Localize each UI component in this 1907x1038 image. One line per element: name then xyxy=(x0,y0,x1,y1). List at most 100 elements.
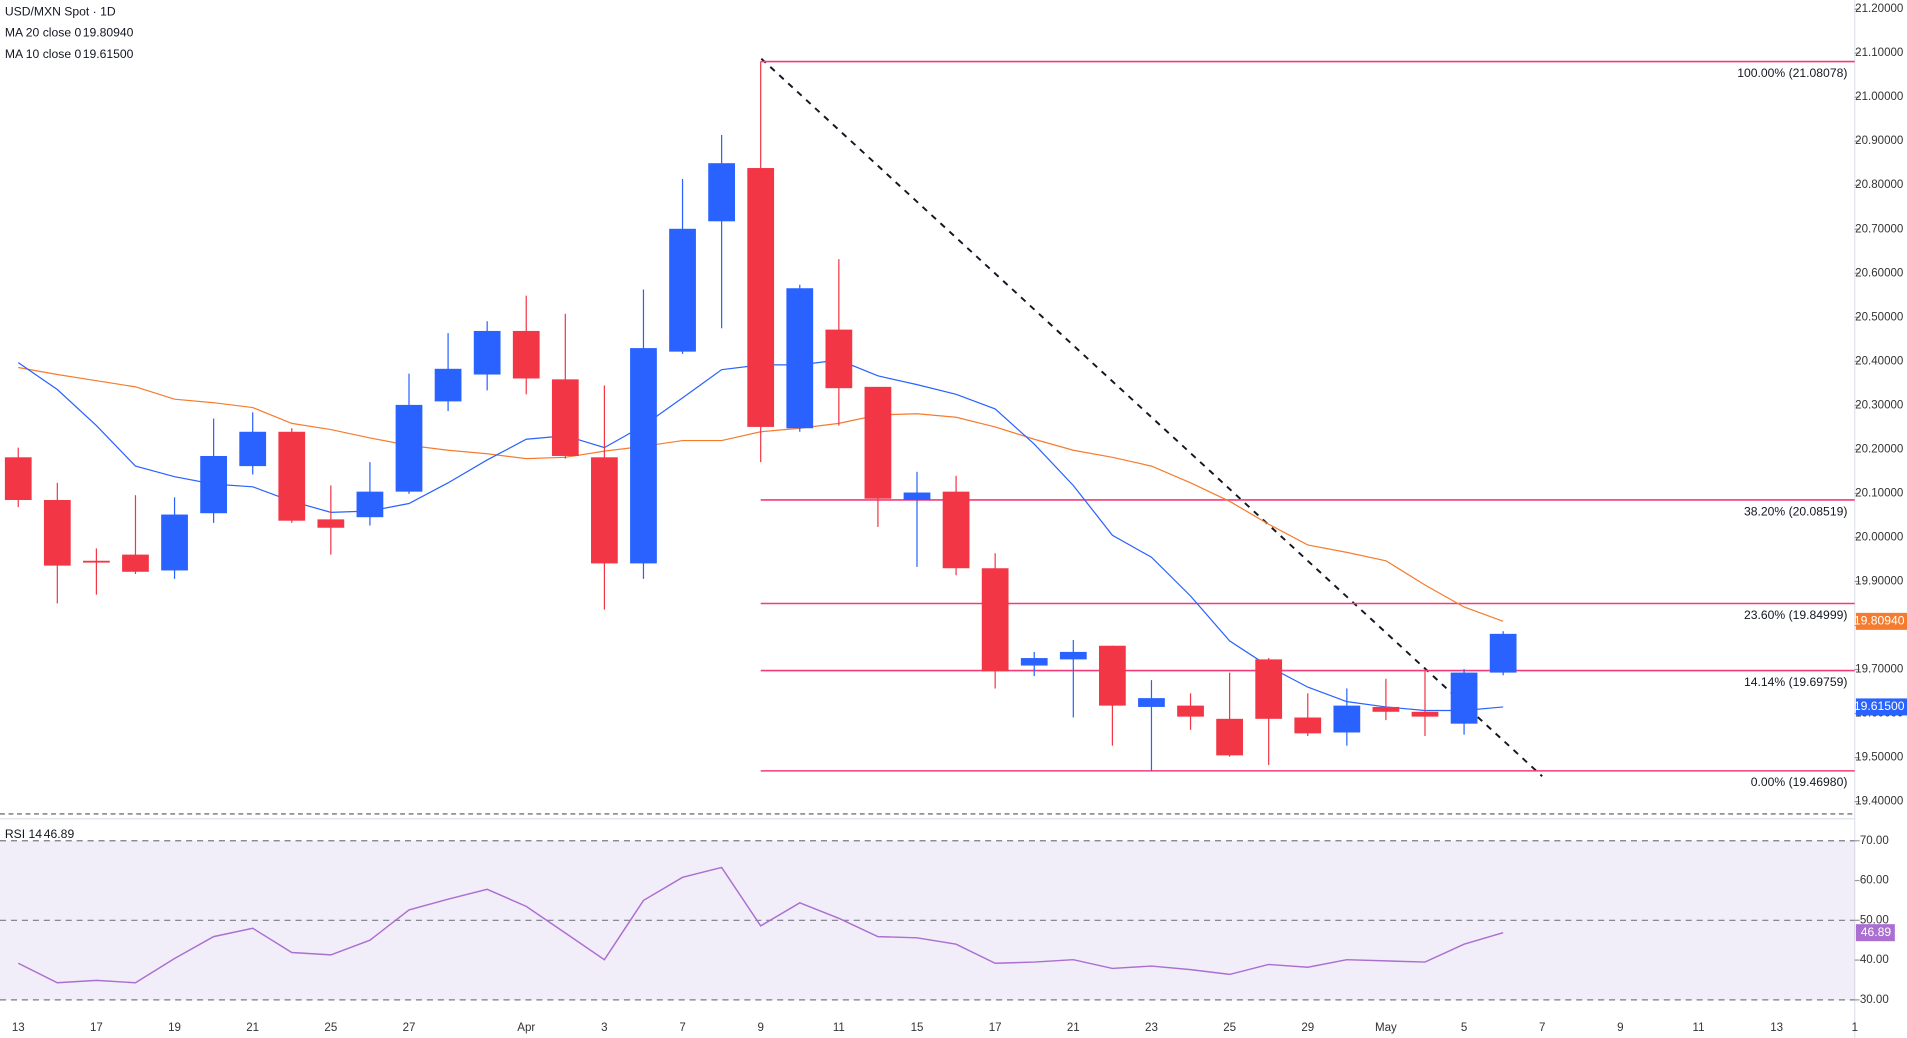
x-tick-label: 13 xyxy=(12,1022,25,1034)
candle-body xyxy=(1450,672,1478,724)
candle-body xyxy=(161,514,188,571)
candle-body xyxy=(1216,718,1243,756)
candle-body xyxy=(1333,705,1361,733)
x-tick-label: 9 xyxy=(1617,1022,1623,1034)
candle-body xyxy=(4,457,32,501)
y-tick-label: 50.00 xyxy=(1860,914,1889,926)
price-badge xyxy=(1855,612,1907,630)
y-tick-label: 60.00 xyxy=(1860,875,1889,887)
y-tick-label: 20.40000 xyxy=(1855,355,1903,367)
legend-name: MA 10 close 0 xyxy=(5,47,82,61)
x-tick-label: 19 xyxy=(168,1022,181,1034)
x-tick-label: 13 xyxy=(1770,1022,1783,1034)
candle-body xyxy=(1411,711,1439,717)
candle-body xyxy=(1489,633,1517,673)
price-badge-label: 19.80940 xyxy=(1854,614,1905,628)
x-tick-label: 21 xyxy=(246,1022,259,1034)
x-tick-label: 17 xyxy=(989,1022,1002,1034)
chart-title: USD/MXN Spot · 1D xyxy=(5,5,116,19)
candle-body xyxy=(83,560,110,563)
rsi-badge xyxy=(1855,924,1895,942)
legend-name: MA 20 close 0 xyxy=(5,25,82,39)
rsi-value: 46.89 xyxy=(44,827,75,841)
candle-body xyxy=(591,457,618,564)
y-tick-label: 20.70000 xyxy=(1855,223,1903,235)
y-tick-label: 19.50000 xyxy=(1855,752,1903,764)
candle-body xyxy=(630,348,657,564)
x-tick-label: 15 xyxy=(911,1022,924,1034)
candle-body xyxy=(1138,698,1165,707)
candle-body xyxy=(1372,706,1400,712)
candle-body xyxy=(395,404,423,492)
y-tick-label: 20.90000 xyxy=(1855,135,1903,147)
candle-body xyxy=(786,288,814,429)
candle-body xyxy=(551,379,579,456)
x-tick-label: 11 xyxy=(1693,1022,1705,1034)
candle-body xyxy=(473,330,501,375)
x-tick-label: 7 xyxy=(679,1022,685,1034)
fib-label: 38.20% (20.08519) xyxy=(1744,504,1847,518)
candle-body xyxy=(434,368,462,402)
x-tick-label: 25 xyxy=(324,1022,337,1034)
candle-body xyxy=(1294,717,1322,734)
x-tick-label: 7 xyxy=(1539,1022,1545,1034)
x-tick-label: May xyxy=(1375,1022,1397,1034)
fib-label: 100.00% (21.08078) xyxy=(1737,66,1847,80)
fib-label: 14.14% (19.69759) xyxy=(1744,675,1847,689)
candle-body xyxy=(1020,658,1048,666)
candle-body xyxy=(864,386,892,499)
x-tick-label: 21 xyxy=(1067,1022,1080,1034)
y-tick-label: 20.80000 xyxy=(1855,179,1903,191)
fib-label: 0.00% (19.46980) xyxy=(1751,775,1848,789)
y-tick-label: 20.10000 xyxy=(1855,487,1903,499)
candle-body xyxy=(1059,651,1087,660)
y-tick-label: 30.00 xyxy=(1860,994,1889,1006)
x-tick-label: 29 xyxy=(1301,1022,1314,1034)
x-tick-label: 27 xyxy=(403,1022,416,1034)
candle-body xyxy=(356,491,384,518)
x-tick-label: 1 xyxy=(1852,1022,1858,1034)
y-tick-label: 21.00000 xyxy=(1855,91,1903,103)
y-tick-label: 19.70000 xyxy=(1855,664,1903,676)
candle-body xyxy=(1255,659,1283,719)
y-tick-label: 21.20000 xyxy=(1855,3,1903,15)
x-tick-label: 5 xyxy=(1461,1022,1467,1034)
rsi-title: RSI 14 xyxy=(5,827,42,841)
x-tick-label: 9 xyxy=(757,1022,763,1034)
candle-body xyxy=(512,330,540,379)
legend-value: 19.61500 xyxy=(83,47,134,61)
candle-body xyxy=(43,500,71,566)
y-tick-label: 20.20000 xyxy=(1855,443,1903,455)
x-tick-label: 3 xyxy=(601,1022,607,1034)
x-tick-label: 11 xyxy=(833,1022,845,1034)
candle-body xyxy=(903,492,931,501)
rsi-badge-label: 46.89 xyxy=(1861,925,1892,939)
y-tick-label: 40.00 xyxy=(1860,954,1889,966)
x-tick-label: Apr xyxy=(517,1022,535,1034)
price-badge xyxy=(1855,698,1907,716)
candle-body xyxy=(708,163,735,222)
candle-body xyxy=(1099,645,1126,706)
price-badge-label: 19.61500 xyxy=(1854,699,1905,713)
rsi-line xyxy=(17,866,1504,984)
candle-body xyxy=(239,431,267,467)
x-tick-label: 17 xyxy=(90,1022,103,1034)
y-tick-label: 21.10000 xyxy=(1855,47,1903,59)
y-tick-label: 20.30000 xyxy=(1855,399,1903,411)
candle-body xyxy=(747,168,775,427)
y-tick-label: 19.90000 xyxy=(1855,576,1903,588)
y-tick-label: 20.50000 xyxy=(1855,311,1903,323)
candle-body xyxy=(981,568,1009,672)
y-tick-label: 20.60000 xyxy=(1855,267,1903,279)
y-tick-label: 20.00000 xyxy=(1855,531,1903,543)
y-tick-label: 19.40000 xyxy=(1855,796,1903,808)
candle-body xyxy=(317,519,345,528)
candle-body xyxy=(669,228,696,352)
candle-body xyxy=(200,455,228,514)
candle-body xyxy=(825,329,853,389)
fib-label: 23.60% (19.84999) xyxy=(1744,608,1847,622)
candle-body xyxy=(122,554,149,572)
legend-value: 19.80940 xyxy=(83,25,134,39)
x-tick-label: 23 xyxy=(1145,1022,1158,1034)
